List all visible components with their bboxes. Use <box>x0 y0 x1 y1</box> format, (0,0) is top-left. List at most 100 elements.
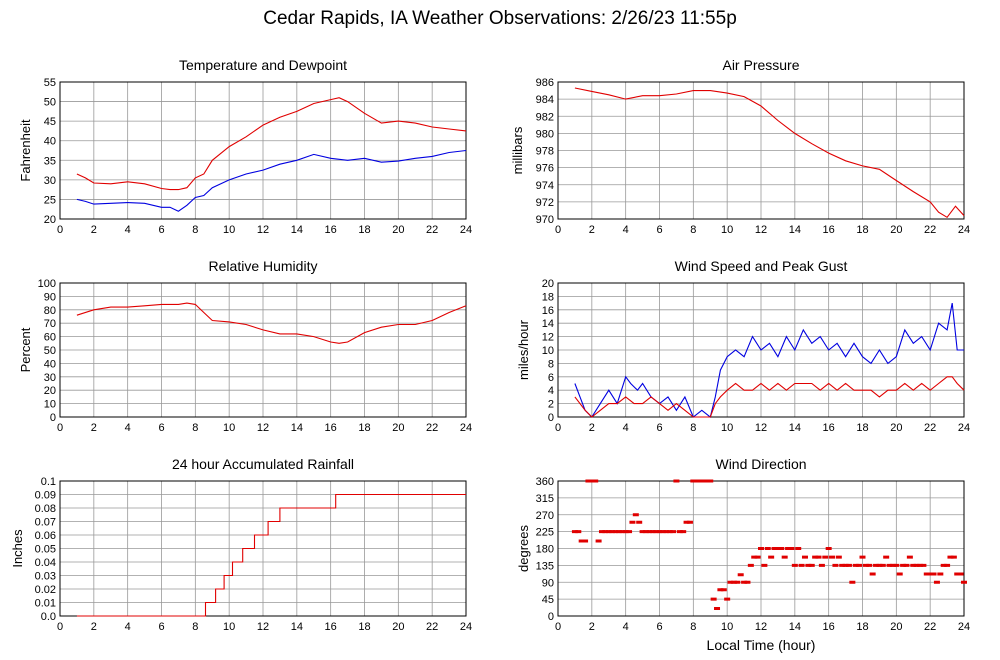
x-tick-label: 6 <box>158 224 164 236</box>
direction-point <box>666 530 673 534</box>
direction-point <box>923 572 930 576</box>
direction-point <box>741 580 748 584</box>
direction-point <box>761 563 768 567</box>
x-tick-label: 12 <box>257 224 269 236</box>
direction-point <box>649 530 656 534</box>
direction-point <box>805 563 812 567</box>
y-tick-label: 70 <box>44 318 56 330</box>
direction-point <box>889 563 896 567</box>
x-tick-label: 4 <box>623 422 629 434</box>
y-tick-label: 0.05 <box>35 544 56 556</box>
x-tick-label: 4 <box>623 621 629 633</box>
x-tick-label: 24 <box>460 621 472 633</box>
direction-point <box>927 572 934 576</box>
y-tick-label: 980 <box>536 128 554 140</box>
x-tick-label: 0 <box>57 224 63 236</box>
direction-point <box>791 563 798 567</box>
y-tick-label: 982 <box>536 111 554 123</box>
direction-point <box>734 580 741 584</box>
x-tick-label: 2 <box>91 224 97 236</box>
x-tick-label: 18 <box>856 224 868 236</box>
y-tick-label: 45 <box>542 594 554 606</box>
y-tick-label: 10 <box>44 399 56 411</box>
x-tick-label: 16 <box>325 621 337 633</box>
direction-point <box>930 572 937 576</box>
y-axis-label: degrees <box>516 525 531 572</box>
direction-point <box>619 530 626 534</box>
direction-point <box>592 479 599 483</box>
x-tick-label: 14 <box>789 224 801 236</box>
x-tick-label: 16 <box>325 224 337 236</box>
y-tick-label: 30 <box>44 372 56 384</box>
x-tick-label: 6 <box>158 621 164 633</box>
direction-point <box>605 530 612 534</box>
direction-point <box>642 530 649 534</box>
direction-point <box>663 530 670 534</box>
x-tick-label: 22 <box>426 422 438 434</box>
x-tick-label: 8 <box>690 224 696 236</box>
y-tick-label: 35 <box>44 155 56 167</box>
direction-point <box>693 479 700 483</box>
direction-point <box>690 479 697 483</box>
temp-series-line-red <box>76 97 467 191</box>
direction-point <box>825 547 832 550</box>
direction-point <box>758 547 764 550</box>
y-axis-label: miles/hour <box>516 319 531 380</box>
direction-point <box>703 479 710 483</box>
direction-point <box>680 530 687 534</box>
direction-point <box>883 555 890 559</box>
direction-point <box>917 563 924 567</box>
x-tick-label: 2 <box>91 621 97 633</box>
direction-point <box>656 530 663 534</box>
direction-point <box>717 588 724 592</box>
x-tick-label: 10 <box>721 422 733 434</box>
direction-point <box>947 555 954 559</box>
plot-frame <box>59 480 467 617</box>
direction-point <box>785 547 792 550</box>
x-tick-label: 20 <box>392 224 404 236</box>
y-tick-label: 100 <box>38 278 56 290</box>
direction-point <box>845 563 852 567</box>
x-tick-label: 4 <box>125 224 131 236</box>
y-tick-label: 976 <box>536 163 554 175</box>
y-tick-label: 0.08 <box>35 503 56 515</box>
direction-point <box>598 530 605 534</box>
y-tick-label: 55 <box>44 77 56 89</box>
direction-point <box>771 547 778 550</box>
x-tick-label: 14 <box>789 621 801 633</box>
x-tick-label: 4 <box>623 224 629 236</box>
direction-point <box>751 555 758 559</box>
x-tick-label: 6 <box>656 224 662 236</box>
direction-point <box>950 555 957 559</box>
x-tick-label: 4 <box>125 422 131 434</box>
x-tick-label: 8 <box>690 621 696 633</box>
y-tick-label: 0.04 <box>35 557 56 569</box>
x-tick-label: 12 <box>755 621 767 633</box>
direction-point <box>768 555 775 559</box>
y-tick-label: 978 <box>536 146 554 158</box>
x-tick-label: 24 <box>460 224 472 236</box>
y-tick-label: 986 <box>536 77 554 89</box>
direction-point <box>602 530 609 534</box>
direction-point <box>801 555 808 559</box>
x-tick-label: 14 <box>291 224 303 236</box>
x-tick-label: 2 <box>91 422 97 434</box>
y-tick-label: 0 <box>50 412 56 424</box>
humidity-chart: 0 2 4 6 8 10 12 14 16 18 20 22 240102030405060708090… <box>18 258 472 434</box>
y-tick-label: 270 <box>536 510 554 522</box>
x-tick-label: 22 <box>426 224 438 236</box>
x-tick-label: 10 <box>223 224 235 236</box>
x-tick-label: 10 <box>721 224 733 236</box>
y-axis-label: Fahrenheit <box>18 119 33 182</box>
y-tick-label: 972 <box>536 197 554 209</box>
direction-point <box>612 530 619 534</box>
pressure-chart: 0 2 4 6 8 10 12 14 16 18 20 22 249709729749769789809… <box>510 57 970 236</box>
x-tick-label: 12 <box>257 621 269 633</box>
y-tick-label: 0 <box>548 611 554 623</box>
direction-point <box>835 555 842 559</box>
y-tick-label: 970 <box>536 214 554 226</box>
x-tick-label: 16 <box>823 224 835 236</box>
y-tick-label: 8 <box>548 358 554 370</box>
y-tick-label: 50 <box>44 97 56 109</box>
